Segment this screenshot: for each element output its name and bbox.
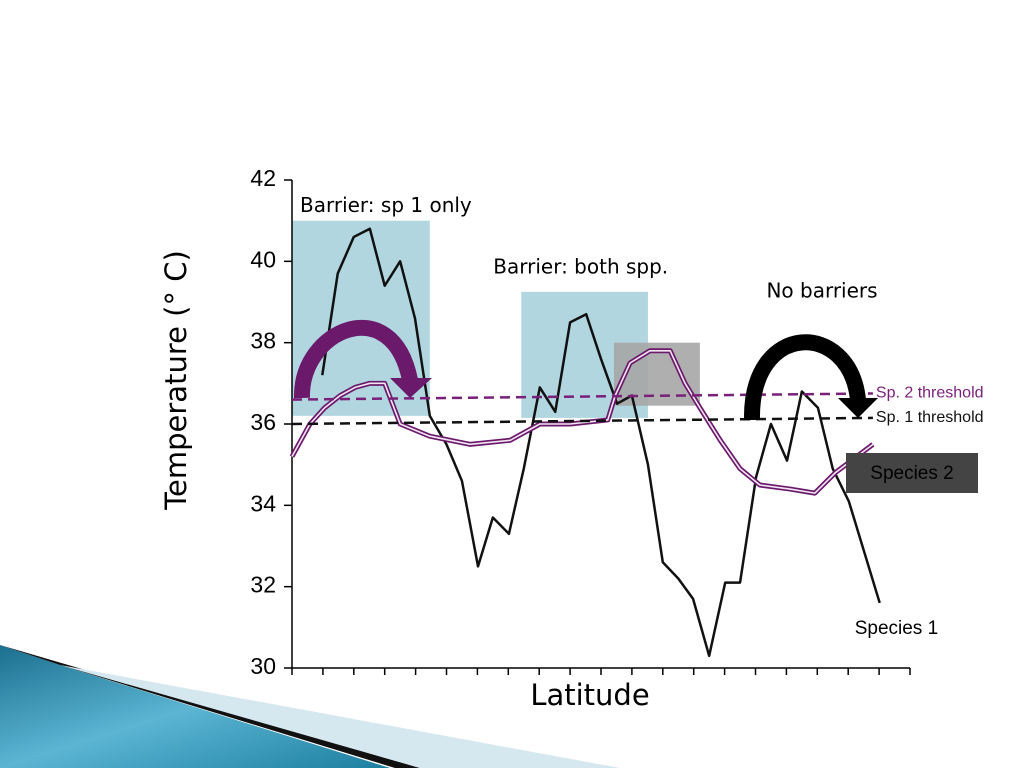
x-axis-title: Latitude [530, 678, 649, 712]
purple-arrow [293, 319, 432, 399]
y-tick-label: 42 [250, 165, 276, 191]
region-label: Barrier: both spp. [493, 254, 668, 278]
black-arrow [743, 334, 878, 421]
threshold-line [291, 416, 873, 426]
line-label: Sp. 1 threshold [876, 409, 984, 426]
y-tick-label: 30 [250, 653, 276, 679]
corner-decoration [0, 645, 620, 768]
y-tick-label: 32 [250, 572, 276, 598]
line-label: Species 1 [855, 618, 938, 639]
y-tick-label: 38 [250, 328, 276, 354]
region-label: Barrier: sp 1 only [300, 193, 472, 217]
y-tick-label: 40 [250, 246, 276, 272]
plot: 30 32 34 36 38 40 42 Species 1 Species 2 Sp. 2 th… [250, 165, 983, 679]
series-line [321, 227, 881, 658]
regions: Barrier: sp 1 only Barrier: both spp. [292, 193, 700, 418]
line-label: Sp. 2 threshold [876, 385, 984, 402]
y-axis-title: Temperature (° C) [159, 250, 193, 511]
annotation: No barriers [766, 279, 877, 303]
line-label: Species 2 [870, 463, 953, 484]
label-box [846, 453, 978, 493]
series-line-inner [291, 350, 874, 494]
y-tick-label: 36 [250, 409, 276, 435]
threshold-line [291, 392, 873, 401]
y-tick-label: 34 [250, 490, 276, 516]
